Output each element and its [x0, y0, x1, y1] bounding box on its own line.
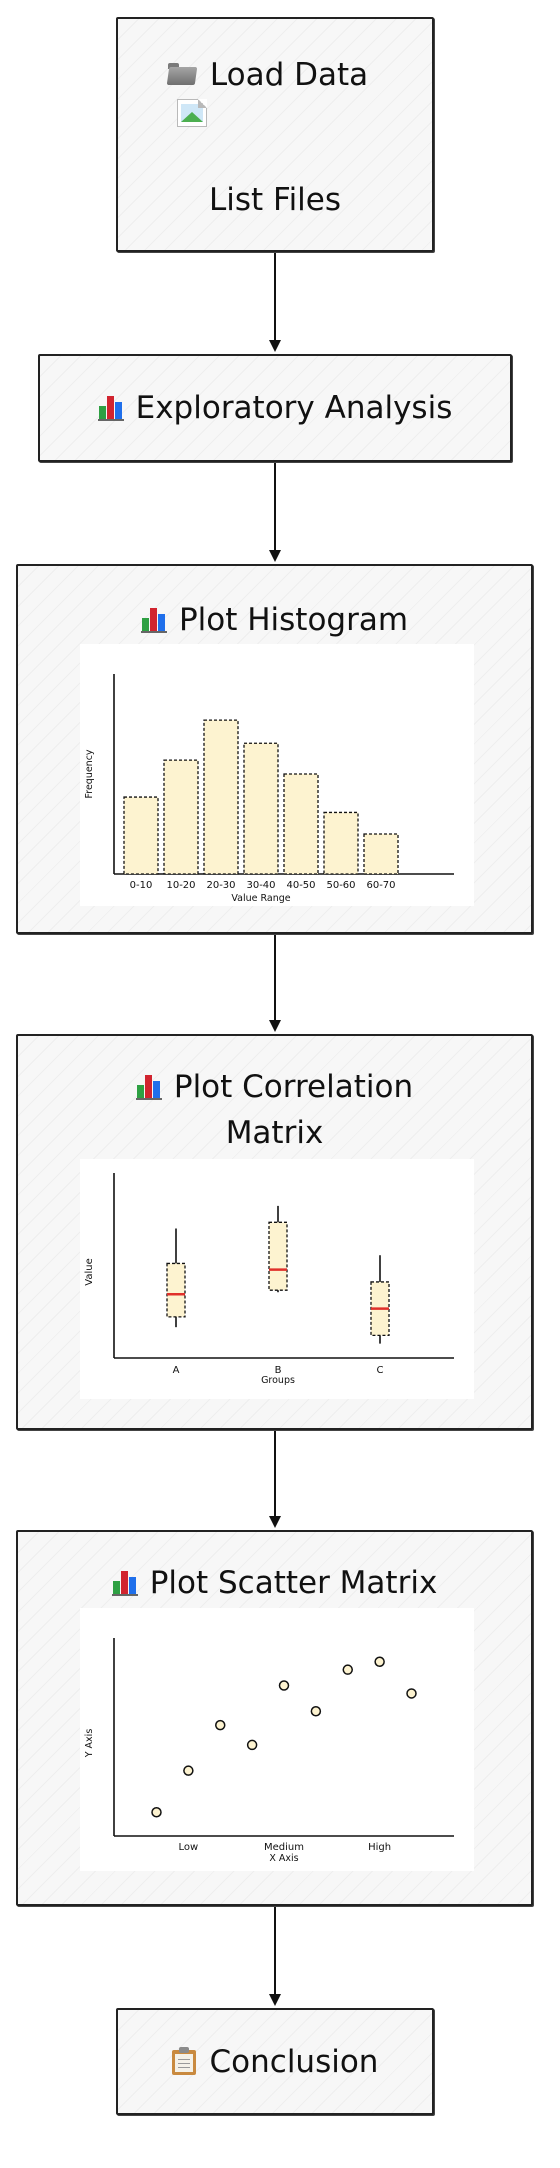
histogram-bar	[203, 719, 239, 875]
load-data-title: Load Data	[209, 57, 369, 93]
histogram-bar	[163, 759, 199, 875]
scatter-point	[246, 1739, 258, 1751]
x-tick-label: 10-20	[166, 880, 195, 891]
x-tick-label: 0-10	[130, 880, 153, 891]
exploratory-title: Exploratory Analysis	[135, 390, 453, 426]
list-files-label: List Files	[208, 182, 342, 218]
x-tick-label: B	[275, 1365, 282, 1376]
scatter-chart: Low Medium High X Axis Y Axis	[84, 1638, 454, 1864]
scatter-point	[374, 1656, 385, 1668]
histogram-title: Plot Histogram	[178, 602, 409, 638]
node-load-data[interactable]: Load Data List Files	[116, 17, 434, 252]
x-tick-label: 20-30	[206, 880, 235, 891]
node-plot-scatter-matrix[interactable]: Plot Scatter Matrix Low Medium High X Axis Y…	[16, 1530, 533, 1906]
conclusion-title: Conclusion	[209, 2044, 379, 2080]
node-plot-histogram[interactable]: Plot Histogram 0-10 10-20 20-30 30-40 40-50 5…	[16, 564, 533, 934]
node-plot-correlation-matrix[interactable]: Plot Correlation Matrix A B C Groups Value	[16, 1034, 533, 1430]
bar-chart-icon	[135, 1073, 162, 1100]
node-conclusion[interactable]: Conclusion	[116, 2008, 434, 2115]
box-plot-chart: A B C Groups Value	[84, 1173, 454, 1386]
scatter-plot: Low Medium High X Axis Y Axis	[80, 1608, 474, 1871]
x-tick-label: A	[173, 1365, 180, 1376]
x-tick-label: Low	[179, 1842, 199, 1853]
histogram-bar	[123, 796, 159, 875]
x-tick-label: C	[377, 1365, 384, 1376]
box-rect	[268, 1221, 288, 1291]
x-tick-label: 50-60	[326, 880, 355, 891]
broken-image-icon	[177, 99, 207, 127]
bar-chart-icon	[97, 394, 124, 421]
scatter-title: Plot Scatter Matrix	[149, 1565, 438, 1601]
correlation-plot: A B C Groups Value	[80, 1159, 474, 1399]
histogram-bar	[243, 742, 279, 875]
x-tick-label: High	[368, 1842, 391, 1853]
x-axis-label: X Axis	[269, 1853, 298, 1864]
x-axis-label: Value Range	[231, 893, 290, 904]
folder-icon	[166, 62, 198, 85]
bar-chart-icon	[111, 1569, 138, 1596]
y-axis-label: Value	[84, 1258, 95, 1285]
scatter-point	[406, 1688, 417, 1699]
scatter-point	[278, 1680, 290, 1691]
histogram-chart: 0-10 10-20 20-30 30-40 40-50 50-60 60-70 Value …	[84, 674, 454, 904]
histogram-bar	[323, 811, 359, 875]
y-axis-label: Y Axis	[84, 1729, 95, 1759]
scatter-point	[310, 1706, 322, 1717]
bar-chart-icon	[140, 606, 167, 633]
x-tick-label: 60-70	[366, 880, 395, 891]
scatter-point	[342, 1664, 353, 1675]
scatter-point	[183, 1765, 194, 1776]
histogram-plot: 0-10 10-20 20-30 30-40 40-50 50-60 60-70 Value …	[80, 644, 474, 906]
scatter-point	[215, 1719, 226, 1731]
x-axis-label: Groups	[261, 1375, 295, 1386]
x-tick-label: 40-50	[286, 880, 315, 891]
x-tick-label: 30-40	[246, 880, 275, 891]
scatter-point	[151, 1806, 162, 1818]
correlation-title-line1: Plot Correlation	[173, 1069, 414, 1105]
box-rect	[166, 1262, 186, 1318]
node-exploratory-analysis[interactable]: Exploratory Analysis	[38, 354, 512, 462]
histogram-bar	[363, 833, 399, 875]
correlation-title-line2: Matrix	[225, 1115, 324, 1151]
histogram-bar	[283, 773, 319, 875]
y-axis-label: Frequency	[84, 749, 95, 798]
clipboard-icon	[171, 2046, 196, 2075]
x-tick-label: Medium	[264, 1842, 304, 1853]
